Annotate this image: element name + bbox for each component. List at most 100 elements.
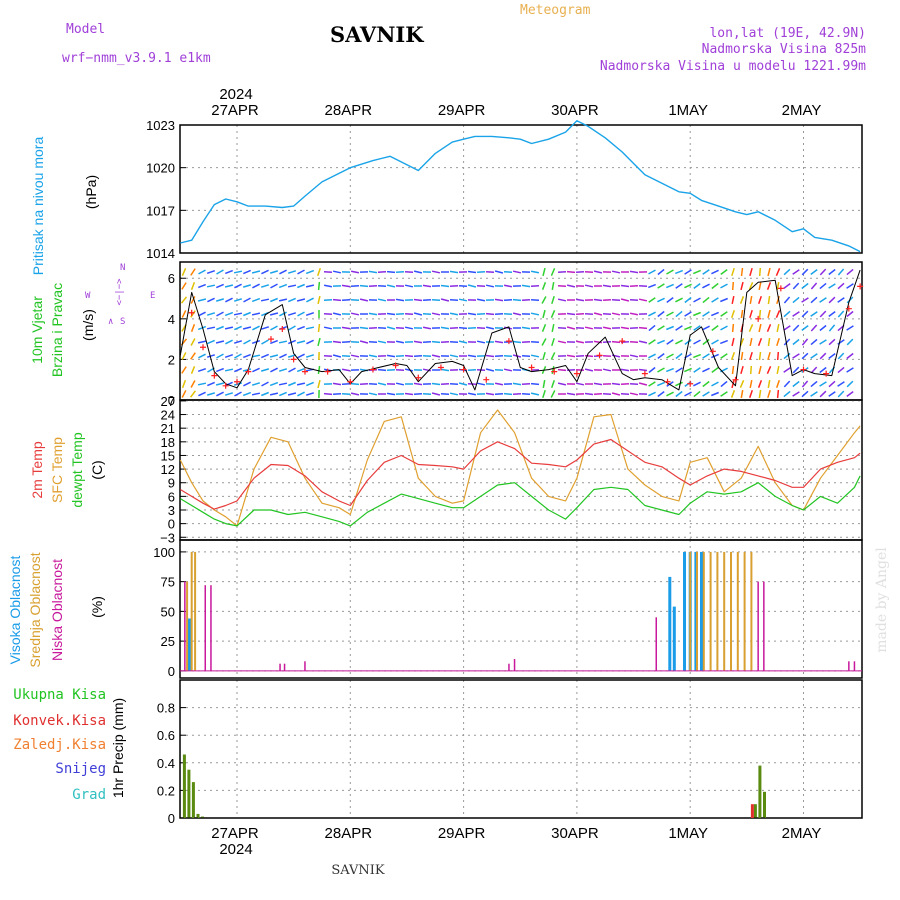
wind-arrow xyxy=(251,382,261,386)
wind-arrow xyxy=(449,392,459,396)
wind-arrow xyxy=(181,282,187,290)
wind-arrow xyxy=(801,390,809,398)
wind-arrow xyxy=(711,391,719,397)
y-tick-label: 6 xyxy=(168,489,175,504)
wind-arrow xyxy=(611,340,621,344)
wind-arrow xyxy=(431,298,441,302)
y-tick-label: 0.8 xyxy=(157,701,175,716)
wind-arrow xyxy=(846,268,854,276)
wind-arrow xyxy=(740,389,744,399)
cloud-high-label: Visoka Oblacnost xyxy=(7,556,23,665)
wind-arrow xyxy=(224,392,234,396)
wind-arrow xyxy=(748,324,754,332)
cloud-bar xyxy=(190,551,193,671)
wind-arrow xyxy=(323,326,333,330)
wind-arrow xyxy=(332,312,342,316)
wind-arrow xyxy=(666,339,674,345)
wind-arrow xyxy=(575,340,585,344)
wind-arrow xyxy=(648,324,656,332)
wind-arrow xyxy=(341,298,351,302)
elevation-text: Nadmorska Visina 825m xyxy=(702,42,867,57)
wind-arrow xyxy=(629,284,639,288)
bottom-day-label: 1MAY xyxy=(668,825,708,842)
wind-arrow xyxy=(720,325,728,331)
wind-arrow xyxy=(702,353,710,359)
wind-arrow xyxy=(306,381,314,387)
wind-arrow xyxy=(693,311,701,317)
wind-arrow xyxy=(731,365,735,375)
wind-arrow xyxy=(181,310,187,318)
wind-arrow xyxy=(485,354,495,358)
wind-arrow xyxy=(216,325,224,331)
wind-arrow xyxy=(270,297,278,303)
wind-arrow xyxy=(720,380,728,388)
wind-arrow xyxy=(458,298,468,302)
wind-arrow xyxy=(792,380,800,388)
wind-arrow xyxy=(720,311,728,317)
cloud-bar xyxy=(853,661,856,671)
wind-arrow xyxy=(783,296,791,304)
y-tick-label: 1023 xyxy=(146,118,175,133)
wind-arrow xyxy=(702,367,710,373)
wind-arrow xyxy=(350,354,360,358)
wind-arrow xyxy=(317,365,321,375)
wind-arrow xyxy=(377,382,387,386)
wind-arrow xyxy=(305,311,315,317)
compass-s-label: S xyxy=(120,317,125,327)
wind-arrow xyxy=(530,298,540,302)
wind-arrow xyxy=(730,309,736,319)
wind-arrow xyxy=(332,270,342,274)
bottom-day-label: 28APR xyxy=(325,825,373,842)
wind-arrow xyxy=(657,268,665,276)
compass-w-label: W xyxy=(85,291,91,301)
y-tick-label: 12 xyxy=(161,462,175,477)
wind-arrow xyxy=(819,339,827,345)
gust-marker xyxy=(279,325,286,332)
cloud-unit: (%) xyxy=(89,596,105,618)
wind-arrow xyxy=(551,295,555,305)
wind-arrow xyxy=(297,283,305,289)
wind-arrow xyxy=(611,392,621,396)
wind-arrow xyxy=(198,283,206,289)
wind-arrow xyxy=(542,267,546,277)
wind-arrow xyxy=(819,390,827,398)
wind-arrow xyxy=(730,351,736,361)
wind-arrow xyxy=(810,353,818,359)
wind-arrow xyxy=(810,282,818,290)
wind-arrow xyxy=(233,312,243,316)
wind-arrow xyxy=(485,284,495,288)
wind-arrow xyxy=(648,297,656,303)
wind-arrow xyxy=(297,325,305,331)
wind-arrow xyxy=(541,338,547,346)
wind-arrow xyxy=(542,351,546,361)
wind-arrow xyxy=(243,353,251,359)
wind-arrow xyxy=(792,296,800,304)
wind-arrow xyxy=(422,298,432,302)
wind-arrow xyxy=(767,337,771,347)
wind-arrow xyxy=(648,339,656,345)
gust-marker xyxy=(324,368,331,375)
bottom-day-label: 27APR xyxy=(211,825,259,842)
wind-arrow xyxy=(693,325,701,331)
wind-arrow xyxy=(404,284,414,288)
wind-arrow xyxy=(801,325,809,331)
wind-arrow xyxy=(801,310,809,318)
top-day-label: 1MAY xyxy=(668,102,708,119)
wind-arrow xyxy=(720,391,728,397)
wind-arrow xyxy=(350,298,360,302)
wind-arrow xyxy=(377,326,387,330)
wind-arrow xyxy=(359,326,369,330)
wind-arrow xyxy=(458,382,468,386)
wind-arrow xyxy=(485,270,495,274)
precip-panel: 0 0.2 0.4 0.6 0.8 xyxy=(157,679,863,826)
wind-arrow xyxy=(251,297,261,303)
wind-arrow xyxy=(251,312,261,316)
wind-arrow xyxy=(828,283,836,289)
wind-arrow xyxy=(198,311,206,317)
cloud-bar xyxy=(716,551,719,671)
product-title: Meteogram xyxy=(520,3,591,18)
wind-arrow xyxy=(557,340,567,344)
wind-arrow xyxy=(629,270,639,274)
wind-arrow xyxy=(666,311,674,317)
